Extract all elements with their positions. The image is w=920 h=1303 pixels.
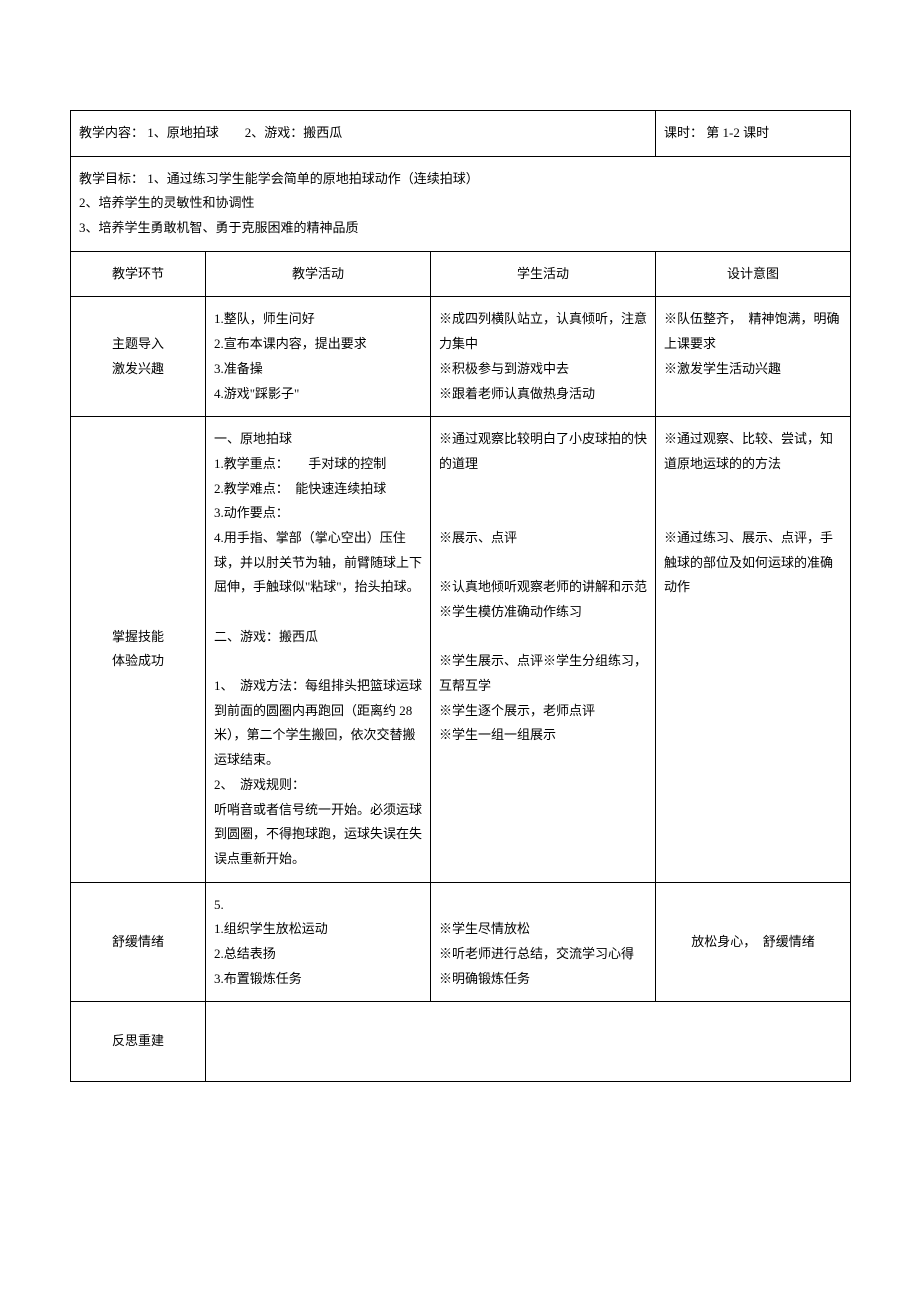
row-reflect: 反思重建 bbox=[71, 1002, 851, 1082]
phase-skills-l1: 掌握技能 bbox=[112, 629, 164, 644]
phase-relax: 舒缓情绪 bbox=[71, 882, 206, 1002]
activity-relax: 5. 1.组织学生放松运动 2.总结表扬 3.布置锻炼任务 bbox=[206, 882, 431, 1002]
stu2-l6: ※学生一组一组展示 bbox=[439, 727, 556, 742]
act2-l2: 1.教学重点： 手对球的控制 bbox=[214, 456, 386, 471]
header-activity: 教学活动 bbox=[206, 251, 431, 297]
period-cell: 课时： 第 1-2 课时 bbox=[656, 111, 851, 157]
stu1-l1: ※成四列横队站立，认真倾听，注意力集中 bbox=[439, 311, 647, 351]
act1-l4: 4.游戏"踩影子" bbox=[214, 386, 299, 401]
act3-l1: 1.组织学生放松运动 bbox=[214, 921, 328, 936]
stu2-l2: ※展示、点评 bbox=[439, 530, 517, 545]
stu1-l3: ※跟着老师认真做热身活动 bbox=[439, 386, 595, 401]
int2-l2: ※通过练习、展示、点评，手触球的部位及如何运球的准确动作 bbox=[664, 530, 833, 594]
content-cell: 教学内容： 1、原地拍球 2、游戏：搬西瓜 bbox=[71, 111, 656, 157]
stu2-l4: ※学生展示、点评※学生分组练习，互帮互学 bbox=[439, 653, 647, 693]
act2-l7: 1、 游戏方法：每组排头把篮球运球到前面的圆圈内再跑回（距离约 28 米），第二… bbox=[214, 678, 422, 767]
intent-skills: ※通过观察、比较、尝试，知道原地运球的的方法 ※通过练习、展示、点评，手触球的部… bbox=[656, 417, 851, 882]
phase-skills-l2: 体验成功 bbox=[112, 653, 164, 668]
act3-l3: 3.布置锻炼任务 bbox=[214, 971, 302, 986]
student-relax: ※学生尽情放松 ※听老师进行总结，交流学习心得 ※明确锻炼任务 bbox=[431, 882, 656, 1002]
period-label: 课时： bbox=[664, 125, 703, 140]
content-text: 1、原地拍球 2、游戏：搬西瓜 bbox=[147, 125, 342, 140]
phase-intro-l1: 主题导入 bbox=[112, 336, 164, 351]
goals-line3: 3、培养学生勇敢机智、勇于克服困难的精神品质 bbox=[79, 220, 359, 235]
act2-l9: 听哨音或者信号统一开始。必须运球到圆圈，不得抱球跑，运球失误在失误点重新开始。 bbox=[214, 802, 422, 866]
stu2-l3: ※认真地倾听观察老师的讲解和示范※学生模仿准确动作练习 bbox=[439, 579, 647, 619]
stu3-l1: ※学生尽情放松 bbox=[439, 921, 530, 936]
int1-l2: ※激发学生活动兴趣 bbox=[664, 361, 781, 376]
act2-l6: 二、游戏：搬西瓜 bbox=[214, 629, 318, 644]
act2-l5: 4.用手指、掌部（掌心空出）压住球，并以肘关节为轴，前臂随球上下屈伸，手触球似"… bbox=[214, 530, 422, 594]
intent-intro: ※队伍整齐， 精神饱满，明确上课要求 ※激发学生活动兴趣 bbox=[656, 297, 851, 417]
act2-l4: 3.动作要点： bbox=[214, 505, 289, 520]
int1-l1: ※队伍整齐， 精神饱满，明确上课要求 bbox=[664, 311, 840, 351]
goals-cell: 教学目标： 1、通过练习学生能学会简单的原地拍球动作（连续拍球） 2、培养学生的… bbox=[71, 156, 851, 251]
row-intro: 主题导入 激发兴趣 1.整队，师生问好 2.宣布本课内容，提出要求 3.准备操 … bbox=[71, 297, 851, 417]
header-phase: 教学环节 bbox=[71, 251, 206, 297]
intent-relax: 放松身心， 舒缓情绪 bbox=[656, 882, 851, 1002]
header-student: 学生活动 bbox=[431, 251, 656, 297]
student-intro: ※成四列横队站立，认真倾听，注意力集中 ※积极参与到游戏中去 ※跟着老师认真做热… bbox=[431, 297, 656, 417]
int2-l1: ※通过观察、比较、尝试，知道原地运球的的方法 bbox=[664, 431, 833, 471]
act3-l0: 5. bbox=[214, 897, 224, 912]
header-intent: 设计意图 bbox=[656, 251, 851, 297]
stu2-l5: ※学生逐个展示，老师点评 bbox=[439, 703, 595, 718]
phase-skills: 掌握技能 体验成功 bbox=[71, 417, 206, 882]
row-relax: 舒缓情绪 5. 1.组织学生放松运动 2.总结表扬 3.布置锻炼任务 ※学生尽情… bbox=[71, 882, 851, 1002]
act1-l1: 1.整队，师生问好 bbox=[214, 311, 315, 326]
act2-l1: 一、原地拍球 bbox=[214, 431, 292, 446]
act1-l3: 3.准备操 bbox=[214, 361, 263, 376]
goals-label: 教学目标： bbox=[79, 171, 144, 186]
stu3-l2: ※听老师进行总结，交流学习心得 bbox=[439, 946, 634, 961]
stu2-l1: ※通过观察比较明白了小皮球拍的快的道理 bbox=[439, 431, 647, 471]
row-skills: 掌握技能 体验成功 一、原地拍球 1.教学重点： 手对球的控制 2.教学难点： … bbox=[71, 417, 851, 882]
act2-l3: 2.教学难点： 能快速连续拍球 bbox=[214, 481, 386, 496]
activity-skills: 一、原地拍球 1.教学重点： 手对球的控制 2.教学难点： 能快速连续拍球 3.… bbox=[206, 417, 431, 882]
stu3-l3: ※明确锻炼任务 bbox=[439, 971, 530, 986]
meta-row: 教学内容： 1、原地拍球 2、游戏：搬西瓜 课时： 第 1-2 课时 bbox=[71, 111, 851, 157]
phase-intro-l2: 激发兴趣 bbox=[112, 361, 164, 376]
goals-line1: 1、通过练习学生能学会简单的原地拍球动作（连续拍球） bbox=[147, 171, 479, 186]
period-text: 第 1-2 课时 bbox=[706, 125, 769, 140]
reflect-content bbox=[206, 1002, 851, 1082]
activity-intro: 1.整队，师生问好 2.宣布本课内容，提出要求 3.准备操 4.游戏"踩影子" bbox=[206, 297, 431, 417]
content-label: 教学内容： bbox=[79, 125, 144, 140]
phase-reflect: 反思重建 bbox=[71, 1002, 206, 1082]
goals-line2: 2、培养学生的灵敏性和协调性 bbox=[79, 195, 255, 210]
phase-intro: 主题导入 激发兴趣 bbox=[71, 297, 206, 417]
act3-l2: 2.总结表扬 bbox=[214, 946, 276, 961]
goals-row: 教学目标： 1、通过练习学生能学会简单的原地拍球动作（连续拍球） 2、培养学生的… bbox=[71, 156, 851, 251]
act2-l8: 2、 游戏规则： bbox=[214, 777, 305, 792]
stu1-l2: ※积极参与到游戏中去 bbox=[439, 361, 569, 376]
student-skills: ※通过观察比较明白了小皮球拍的快的道理 ※展示、点评 ※认真地倾听观察老师的讲解… bbox=[431, 417, 656, 882]
header-row: 教学环节 教学活动 学生活动 设计意图 bbox=[71, 251, 851, 297]
lesson-plan-table: 教学内容： 1、原地拍球 2、游戏：搬西瓜 课时： 第 1-2 课时 教学目标：… bbox=[70, 110, 851, 1082]
act1-l2: 2.宣布本课内容，提出要求 bbox=[214, 336, 367, 351]
